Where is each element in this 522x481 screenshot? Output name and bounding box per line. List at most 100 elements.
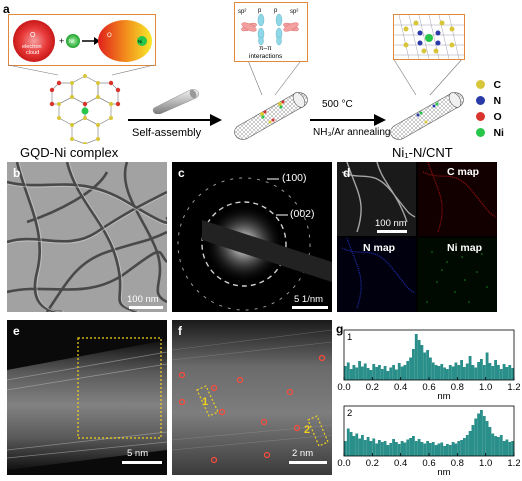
profile-1-bar (443, 367, 446, 380)
legend-label-c: C (493, 78, 502, 91)
ni-atom-2 (137, 36, 147, 46)
self-assembly-label: Self-assembly (132, 127, 202, 139)
profile-1-bar (465, 363, 469, 380)
profile-1-bar (363, 363, 367, 380)
electron-cloud-text-1: electron (22, 44, 42, 50)
profile-2-bar (480, 410, 483, 456)
profile-1-bar (426, 350, 429, 380)
profile-1-bar (482, 365, 486, 380)
panel-e-haadf-image: e 5 nm (7, 320, 167, 475)
profile-1-bar (463, 367, 466, 380)
element-legend: C N O Ni (476, 76, 520, 146)
profile-plot-1: 1 0.0 0.2 0.4 0.6 0.8 1.0 1.2 nm (337, 329, 520, 402)
profile-1-bar (420, 345, 424, 380)
inset-pi-pi-interactions: sp² p p sp² π–π interactions (234, 2, 308, 62)
profile-2-bar (468, 431, 472, 456)
profile-1-xlabel: nm (437, 391, 450, 402)
profile-2-bar (497, 437, 500, 456)
profile-2-bar (417, 439, 421, 456)
profile-2-tick-label: 0.4 (394, 458, 407, 469)
profile-1-bar (397, 363, 401, 380)
mixed-cloud (98, 20, 152, 62)
profile-1-bar (448, 365, 452, 380)
profile-1-bar (378, 365, 381, 380)
profile-1-tick-label: 0.4 (394, 382, 407, 393)
atomic-resolution-image (172, 320, 332, 475)
gqd-oxygen-atoms (49, 80, 121, 107)
profile-1-tick-label: 1.0 (479, 382, 492, 393)
ni-n-lattice (394, 14, 464, 60)
svg-text:p: p (274, 8, 278, 14)
inset-ni-n-structure (393, 14, 465, 60)
profile-2-bar (395, 442, 398, 456)
panel-b-scale-text: 100 nm (127, 294, 159, 305)
profile-1-tick-label: 0.2 (366, 382, 379, 393)
nickel-swatch (476, 128, 485, 138)
ni-symbol: Ni (69, 39, 74, 45)
profile-1-bar (375, 367, 378, 380)
profile-2-bar (460, 440, 463, 456)
profile-2-label: 2 (347, 408, 352, 419)
profile-2-bar (426, 441, 429, 456)
line-profile-boxes (196, 385, 329, 447)
profile-2-bar (491, 433, 495, 456)
o-symbol-2: O (107, 33, 112, 39)
profile-1-bar (395, 369, 398, 380)
panel-a-label: a (3, 2, 10, 16)
profile-1-bar (369, 370, 373, 380)
profile-2-bar (355, 433, 359, 456)
profile-2-bar (412, 436, 415, 456)
profile-2-bar (437, 443, 441, 456)
profile-2-bar (380, 442, 384, 456)
ni-symbol-2: Ni (138, 39, 142, 44)
profile-2-bar (372, 438, 376, 456)
nitrogen-swatch (476, 96, 485, 106)
legend-item-o: O (476, 108, 502, 126)
profile-1-bar (403, 365, 407, 380)
svg-text:π–π: π–π (259, 45, 272, 52)
self-assembly-arrow (128, 114, 222, 126)
profile-2-bar (389, 443, 393, 456)
embedded-ni-sites (416, 102, 439, 124)
profile-1-bar (468, 356, 472, 380)
panel-c-saed-image: c (100) (002) 5 1/nm (172, 162, 332, 312)
profile-1-bar (386, 371, 390, 380)
profile-2-bar (358, 438, 361, 456)
profile-1-bar (406, 361, 410, 380)
profile-1-bar (355, 367, 359, 380)
profile-1-bar (400, 366, 404, 380)
profile-2-xlabel: nm (437, 467, 450, 478)
profile-1-bar (423, 352, 427, 380)
panel-d-eds-maps: d C map N map Ni map 100 nm (337, 162, 497, 312)
profile-1-bar (372, 364, 376, 380)
diffraction-pattern (177, 177, 332, 311)
profile-1-tick-label: 0.0 (337, 382, 350, 393)
carbon-swatch (476, 80, 485, 90)
profile-2-bar (409, 438, 412, 456)
profile-2-bar (344, 441, 347, 456)
profile-2-bar (363, 440, 367, 456)
profile-2-bar (434, 445, 438, 456)
profile-1-bar (380, 369, 384, 380)
profile-1-bar (414, 334, 418, 380)
electron-cloud-text-2: cloud (26, 50, 39, 56)
profile-2-tick-label: 1.2 (507, 458, 520, 469)
profile-1-tick-label: 0.8 (451, 382, 464, 393)
profile-2-bar (477, 413, 480, 456)
profile-plot-2: 2 0.0 0.2 0.4 0.6 0.8 1.0 1.2 nm (337, 405, 520, 478)
profile-1-bar (499, 369, 503, 380)
ni-atom (66, 34, 80, 48)
connector-lines (7, 57, 464, 96)
profile-2-bar (386, 445, 390, 456)
ring-100-label: (100) (282, 172, 307, 184)
panel-c-label: c (178, 166, 185, 180)
legend-item-n: N (476, 92, 501, 110)
profile-1-bar (352, 365, 356, 380)
ring-002-label: (002) (290, 208, 315, 220)
ni1-n-cnt-nanotube (390, 92, 464, 140)
annealing-arrow (310, 114, 386, 126)
legend-label-ni: Ni (493, 126, 504, 139)
panel-e-scale-text: 5 nm (127, 448, 149, 459)
ni1-n-cnt-caption: Ni₁-N/CNT (392, 145, 453, 160)
profile-1-tick-label: 1.2 (507, 382, 520, 393)
